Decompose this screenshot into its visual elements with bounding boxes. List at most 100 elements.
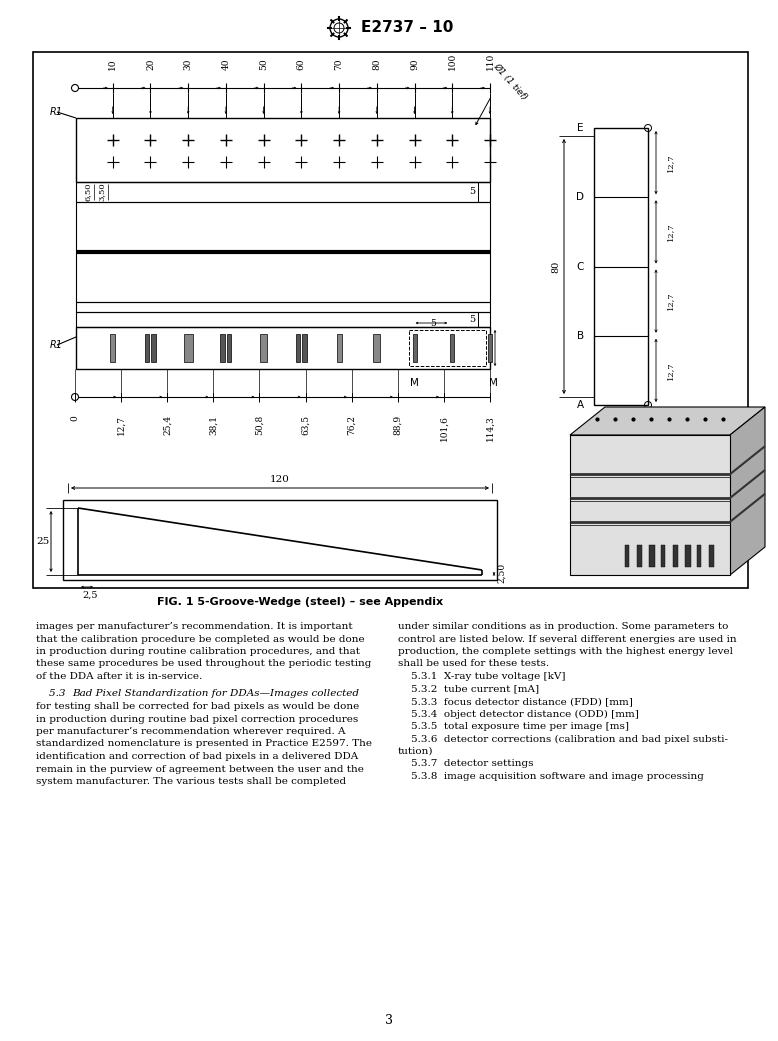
Text: Ø1 (1 tief): Ø1 (1 tief) [492, 61, 530, 102]
Text: 10: 10 [108, 58, 117, 70]
Text: 5.3.2  tube current [mA]: 5.3.2 tube current [mA] [398, 685, 539, 693]
Bar [184, 334, 193, 362]
Text: identification and correction of bad pixels in a delivered DDA: identification and correction of bad pix… [36, 752, 358, 761]
Text: M: M [410, 378, 419, 388]
Text: system manufacturer. The various tests shall be completed: system manufacturer. The various tests s… [36, 777, 346, 786]
Text: 90: 90 [410, 58, 419, 70]
Text: R1: R1 [50, 340, 63, 350]
Bar [697, 545, 701, 567]
Text: D: D [576, 193, 584, 202]
Bar [661, 545, 665, 567]
Text: 5.3.7  detector settings: 5.3.7 detector settings [398, 760, 534, 768]
Bar [649, 545, 655, 567]
Bar [33, 52, 748, 588]
Polygon shape [570, 435, 730, 575]
Text: tution): tution) [398, 747, 433, 756]
Text: 63,5: 63,5 [301, 415, 310, 435]
Text: C: C [576, 261, 584, 272]
Bar [76, 182, 490, 202]
Text: FIG. 1 5-Groove-Wedge (steel) – see Appendix: FIG. 1 5-Groove-Wedge (steel) – see Appe… [157, 596, 443, 607]
Text: production, the complete settings with the highest energy level: production, the complete settings with t… [398, 648, 733, 656]
Text: 120: 120 [270, 476, 290, 484]
Text: M: M [489, 378, 497, 388]
Text: 25: 25 [37, 537, 50, 545]
Bar [63, 500, 497, 580]
Bar [637, 545, 642, 567]
Bar [373, 334, 380, 362]
Text: 76,2: 76,2 [347, 415, 356, 435]
Text: 5.3: 5.3 [36, 689, 72, 699]
Text: 3: 3 [385, 1014, 393, 1026]
Bar [296, 334, 300, 362]
Text: 38,1: 38,1 [209, 415, 218, 435]
Text: 30: 30 [184, 58, 193, 70]
Bar [488, 334, 492, 362]
Bar [594, 128, 648, 405]
Text: R1: R1 [50, 107, 63, 117]
Text: for testing shall be corrected for bad pixels as would be done: for testing shall be corrected for bad p… [36, 702, 359, 711]
Text: that the calibration procedure be completed as would be done: that the calibration procedure be comple… [36, 635, 365, 643]
Text: A: A [576, 400, 584, 410]
Bar [76, 202, 490, 302]
Text: 25,4: 25,4 [163, 415, 172, 435]
Bar [337, 334, 342, 362]
Bar [76, 312, 490, 327]
Text: 50,8: 50,8 [255, 415, 264, 435]
Text: images per manufacturer’s recommendation. It is important: images per manufacturer’s recommendation… [36, 623, 352, 631]
Text: 12,7: 12,7 [666, 223, 674, 242]
Text: 0: 0 [71, 415, 79, 421]
Text: Bad Pixel Standardization for DDAs—Images collected: Bad Pixel Standardization for DDAs—Image… [72, 689, 359, 699]
Bar [709, 545, 714, 567]
Bar [220, 334, 225, 362]
Text: 114,3: 114,3 [485, 415, 495, 440]
Bar [76, 327, 490, 369]
Text: 50: 50 [259, 58, 268, 70]
Bar [145, 334, 149, 362]
Bar [625, 545, 629, 567]
Bar [685, 545, 691, 567]
Text: E: E [577, 123, 584, 133]
Text: of the DDA after it is in-service.: of the DDA after it is in-service. [36, 672, 202, 681]
Text: 5.3.4  object detector distance (ODD) [mm]: 5.3.4 object detector distance (ODD) [mm… [398, 710, 639, 718]
Text: 12,7: 12,7 [666, 153, 674, 172]
Text: 5: 5 [469, 315, 475, 324]
Polygon shape [570, 407, 765, 435]
Text: 12,7: 12,7 [666, 291, 674, 310]
Text: 5.3.5  total exposure time per image [ms]: 5.3.5 total exposure time per image [ms] [398, 722, 629, 731]
Polygon shape [730, 407, 765, 575]
Bar [408, 330, 486, 366]
Text: E2737 – 10: E2737 – 10 [361, 21, 454, 35]
Text: 5.3.6  detector corrections (calibration and bad pixel substi-: 5.3.6 detector corrections (calibration … [398, 735, 728, 743]
Text: 2,50: 2,50 [497, 562, 506, 583]
Bar [76, 302, 490, 312]
Text: B: B [576, 331, 584, 340]
Text: 5: 5 [469, 187, 475, 197]
Text: 101,6: 101,6 [440, 415, 448, 441]
Bar [412, 334, 416, 362]
Text: 20: 20 [146, 58, 155, 70]
Bar [76, 118, 490, 182]
Text: 3,50: 3,50 [98, 182, 106, 201]
Bar [152, 334, 156, 362]
Text: 40: 40 [222, 58, 230, 70]
Text: 5: 5 [430, 319, 436, 328]
Text: standardized nomenclature is presented in Practice E2597. The: standardized nomenclature is presented i… [36, 739, 372, 748]
Bar [303, 334, 307, 362]
Bar [260, 334, 267, 362]
Text: 5.3.1  X-ray tube voltage [kV]: 5.3.1 X-ray tube voltage [kV] [398, 672, 566, 681]
Text: 12,7: 12,7 [666, 361, 674, 380]
Text: 70: 70 [335, 58, 344, 70]
Text: in production during routine calibration procedures, and that: in production during routine calibration… [36, 648, 360, 656]
Text: 6,50: 6,50 [84, 183, 92, 201]
Bar [450, 334, 454, 362]
Text: control are listed below. If several different energies are used in: control are listed below. If several dif… [398, 635, 737, 643]
Bar [673, 545, 678, 567]
Text: 88,9: 88,9 [393, 415, 402, 435]
Text: 5.3.8  image acquisition software and image processing: 5.3.8 image acquisition software and ima… [398, 772, 704, 781]
Text: shall be used for these tests.: shall be used for these tests. [398, 660, 549, 668]
Bar [110, 334, 115, 362]
Text: 80: 80 [552, 260, 560, 273]
Text: 110: 110 [485, 53, 495, 70]
Text: 2,5: 2,5 [82, 590, 98, 600]
Text: 80: 80 [373, 58, 381, 70]
